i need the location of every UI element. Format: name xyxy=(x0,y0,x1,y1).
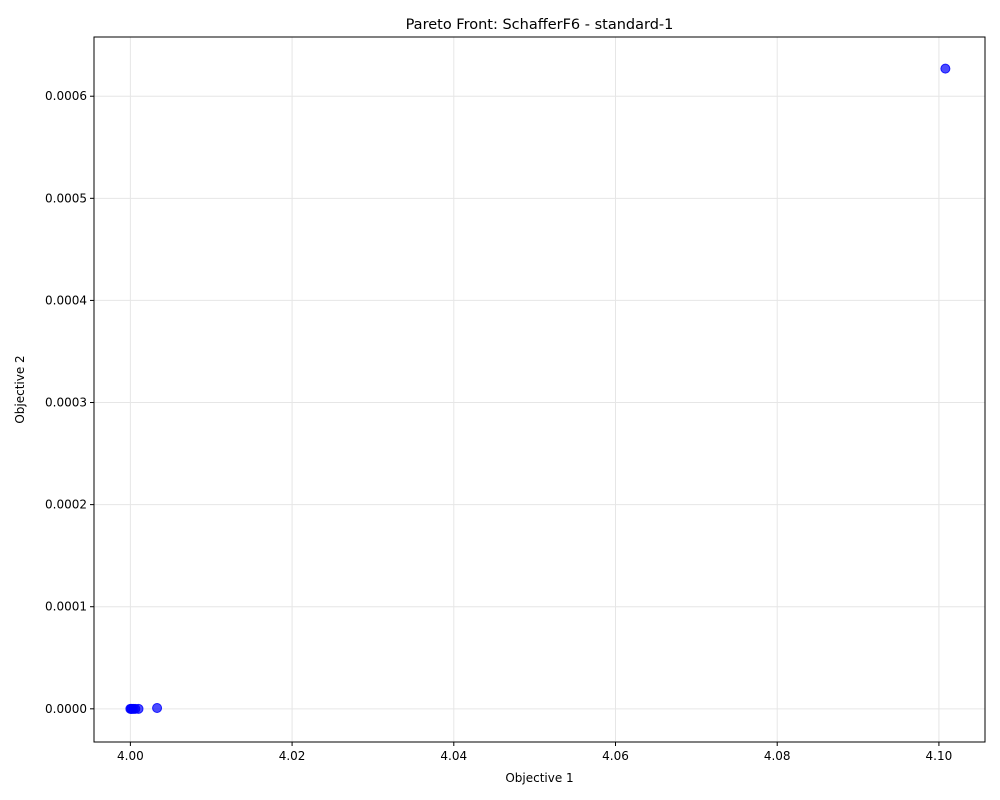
y-tick-label: 0.0001 xyxy=(45,600,87,614)
plot-frame xyxy=(93,36,986,743)
x-tick-label: 4.02 xyxy=(279,749,306,763)
x-tick-label: 4.06 xyxy=(602,749,629,763)
y-axis-ticks: 0.0000 0.0001 0.0002 0.0003 0.0004 0.0005 0.00… xyxy=(45,89,94,716)
x-tick-label: 4.04 xyxy=(440,749,467,763)
x-axis-ticks: 4.00 4.02 4.04 4.06 4.08 4.10 xyxy=(117,742,952,763)
data-points xyxy=(125,63,951,714)
y-tick-label: 0.0000 xyxy=(45,702,87,716)
data-point xyxy=(940,63,951,74)
x-axis-label: Objective 1 xyxy=(505,771,573,785)
y-axis-label: Objective 2 xyxy=(13,355,27,423)
x-tick-label: 4.00 xyxy=(117,749,144,763)
x-tick-label: 4.08 xyxy=(764,749,791,763)
x-tick-label: 4.10 xyxy=(926,749,953,763)
y-tick-label: 0.0002 xyxy=(45,498,87,512)
chart-title: Pareto Front: SchafferF6 - standard-1 xyxy=(406,17,674,33)
y-tick-label: 0.0006 xyxy=(45,89,87,103)
grid-lines xyxy=(94,37,985,742)
data-point xyxy=(152,703,163,714)
data-point xyxy=(133,703,144,714)
y-tick-label: 0.0004 xyxy=(45,293,87,307)
y-tick-label: 0.0003 xyxy=(45,396,87,410)
y-tick-label: 0.0005 xyxy=(45,191,87,205)
